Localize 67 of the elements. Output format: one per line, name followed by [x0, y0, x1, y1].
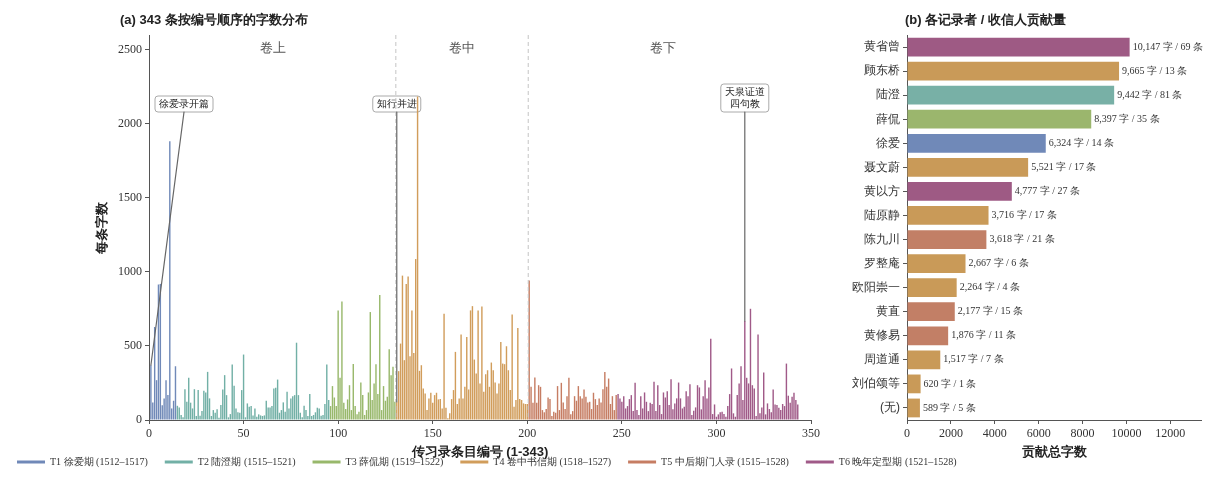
legend-label: T6 晚年定型期 (1521–1528) [838, 455, 957, 468]
x-tick-label: 250 [612, 426, 631, 441]
y-tick-label: 刘伯颂等 [852, 376, 900, 391]
data-label: 5,521 字 / 17 条 [1031, 160, 1097, 172]
y-tick-label: 0 [136, 412, 142, 427]
data-label: 2,667 字 / 6 条 [968, 257, 1029, 269]
y-tick-label: 欧阳崇一 [852, 279, 900, 294]
data-label: 1,876 字 / 11 条 [951, 329, 1017, 341]
y-tick-label: 1500 [118, 190, 142, 205]
x-tick-label: 150 [423, 426, 442, 441]
data-label: 3,716 字 / 17 条 [991, 209, 1057, 221]
x-tick-label: 6000 [1026, 426, 1051, 441]
chart-title: (a) 343 条按编号顺序的字数分布 [120, 11, 308, 27]
y-tick-label: 陆澄 [876, 87, 900, 102]
y-axis-title: 每条字数 [93, 200, 109, 255]
legend-label: T2 陆澄期 (1515–1521) [197, 455, 296, 468]
annotation: 卷中 [449, 39, 476, 55]
y-tick-label: 2000 [118, 116, 142, 130]
data-label: 9,442 字 / 81 条 [1117, 88, 1183, 100]
y-tick-label: 黄以方 [864, 183, 900, 198]
y-tick-label: 黄修易 [864, 328, 900, 343]
x-tick-label: 300 [707, 426, 726, 441]
x-tick-label: 200 [518, 426, 537, 441]
x-tick-label: 4000 [982, 426, 1007, 441]
data-label: 2,264 字 / 4 条 [959, 281, 1020, 293]
x-tick-label: 350 [802, 426, 820, 441]
annotation: 卷上 [259, 39, 286, 55]
annotation: 知行并进 [376, 97, 417, 109]
data-label: 4,777 字 / 27 条 [1014, 185, 1081, 197]
data-label: 589 字 / 5 条 [922, 401, 976, 413]
x-tick-label: 2000 [938, 426, 963, 441]
data-label: 9,665 字 / 13 条 [1122, 64, 1188, 76]
x-axis-title: 贡献总字数 [1021, 443, 1088, 459]
y-tick-label: 陆原静 [864, 207, 900, 222]
x-tick-label: 10000 [1111, 426, 1142, 441]
chart-title: (b) 各记录者 / 收信人贡献量 [905, 11, 1067, 27]
x-tick-label: 12000 [1155, 426, 1186, 441]
annotation: 卷下 [650, 39, 677, 55]
data-label: 2,177 字 / 15 条 [957, 305, 1024, 317]
data-label: 1,517 字 / 7 条 [943, 353, 1004, 365]
data-label: 620 字 / 1 条 [923, 377, 977, 389]
annotation: 天泉证道四句教 [724, 85, 765, 109]
x-tick-label: 8000 [1070, 426, 1095, 441]
data-label: 3,618 字 / 21 条 [989, 233, 1055, 245]
y-tick-label: (无) [880, 400, 900, 415]
y-tick-label: 徐爱 [876, 135, 900, 150]
y-tick-label: 薛侃 [876, 111, 900, 126]
x-tick-label: 50 [237, 426, 250, 441]
y-tick-label: 1000 [118, 264, 142, 279]
x-tick-label: 100 [329, 426, 348, 441]
y-tick-label: 周道通 [864, 352, 900, 367]
x-tick-label: 0 [904, 426, 910, 441]
legend-label: T1 徐爱期 (1512–1517) [50, 455, 148, 468]
y-tick-label: 黄直 [876, 304, 900, 319]
y-tick-label: 黄省曾 [864, 39, 900, 54]
data-label: 6,324 字 / 14 条 [1048, 136, 1115, 148]
y-tick-label: 2500 [118, 41, 142, 56]
y-tick-label: 500 [124, 338, 142, 353]
y-tick-label: 顾东桥 [864, 63, 900, 78]
data-label: 10,147 字 / 69 条 [1132, 40, 1203, 52]
y-tick-label: 陈九川 [864, 231, 900, 246]
annotation: 徐爱录开篇 [159, 97, 209, 109]
y-tick-label: 罗整庵 [864, 255, 900, 270]
y-tick-label: 聂文蔚 [864, 159, 900, 174]
legend-label: T5 中后期门人录 (1515–1528) [661, 455, 789, 468]
data-label: 8,397 字 / 35 条 [1094, 112, 1160, 124]
x-tick-label: 0 [146, 426, 152, 441]
